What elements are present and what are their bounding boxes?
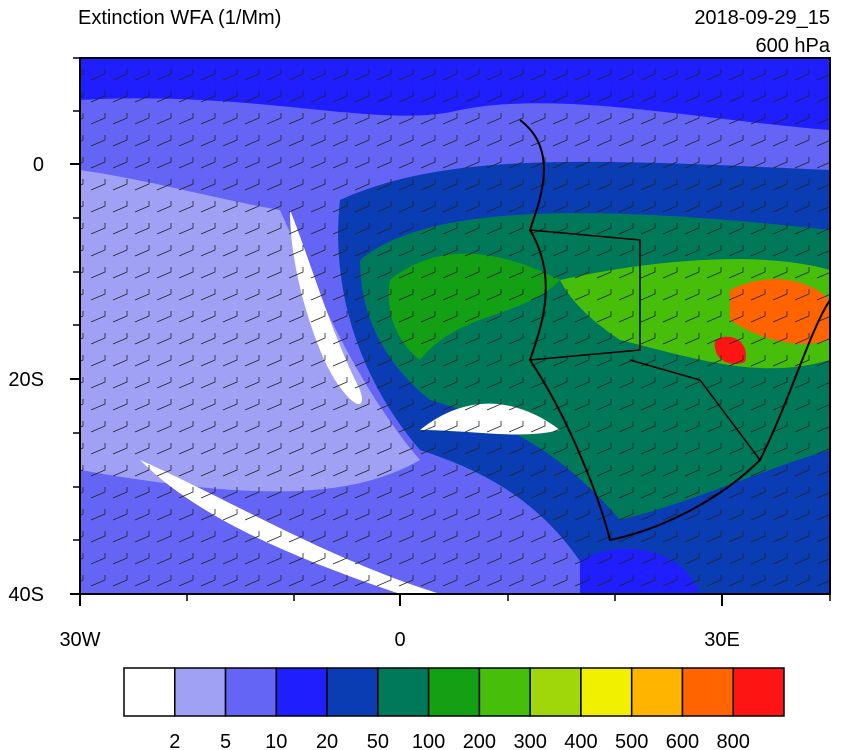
- colorbar-label: 2: [169, 731, 180, 750]
- colorbar-label: 200: [463, 731, 496, 750]
- colorbar-box: [326, 667, 379, 717]
- colorbar-box: [478, 667, 531, 717]
- valid-time: 2018-09-29_15: [694, 7, 830, 29]
- pressure-level: 600 hPa: [755, 35, 830, 57]
- lon-label: 30E: [704, 629, 740, 651]
- colorbar-box: [681, 667, 734, 717]
- axis-ticks: 0 20S 40S 30W 0 30E: [8, 57, 831, 651]
- lat-label: 20S: [8, 369, 44, 391]
- colorbar-box: [174, 667, 227, 717]
- title: Extinction WFA (1/Mm): [78, 7, 281, 29]
- colorbar-box: [275, 667, 328, 717]
- lat-label: 0: [33, 154, 44, 176]
- colorbar-label: 300: [513, 731, 546, 750]
- lat-label: 40S: [8, 584, 44, 606]
- map-field: [80, 58, 830, 594]
- colorbar-box: [224, 667, 278, 717]
- colorbar-box: [427, 667, 481, 717]
- colorbar-label: 100: [412, 731, 445, 750]
- colorbar-label: 10: [265, 731, 287, 750]
- lon-label: 0: [394, 629, 405, 651]
- colorbar-box: [529, 667, 582, 717]
- colorbar-label: 5: [220, 731, 231, 750]
- colorbar-box: [377, 667, 430, 717]
- colorbar: 2 5 10 20 50 100 200 300 400 500 600 800: [123, 667, 785, 750]
- colorbar-box: [630, 667, 684, 717]
- colorbar-box: [123, 667, 176, 717]
- colorbar-label: 50: [367, 731, 389, 750]
- colorbar-box: [732, 667, 785, 717]
- map-frame: [79, 57, 831, 595]
- colorbar-label: 400: [564, 731, 597, 750]
- colorbar-box: [580, 667, 633, 717]
- colorbar-label: 800: [717, 731, 750, 750]
- colorbar-label: 20: [316, 731, 338, 750]
- lon-label: 30W: [59, 629, 100, 651]
- colorbar-label: 600: [666, 731, 699, 750]
- colorbar-label: 500: [615, 731, 648, 750]
